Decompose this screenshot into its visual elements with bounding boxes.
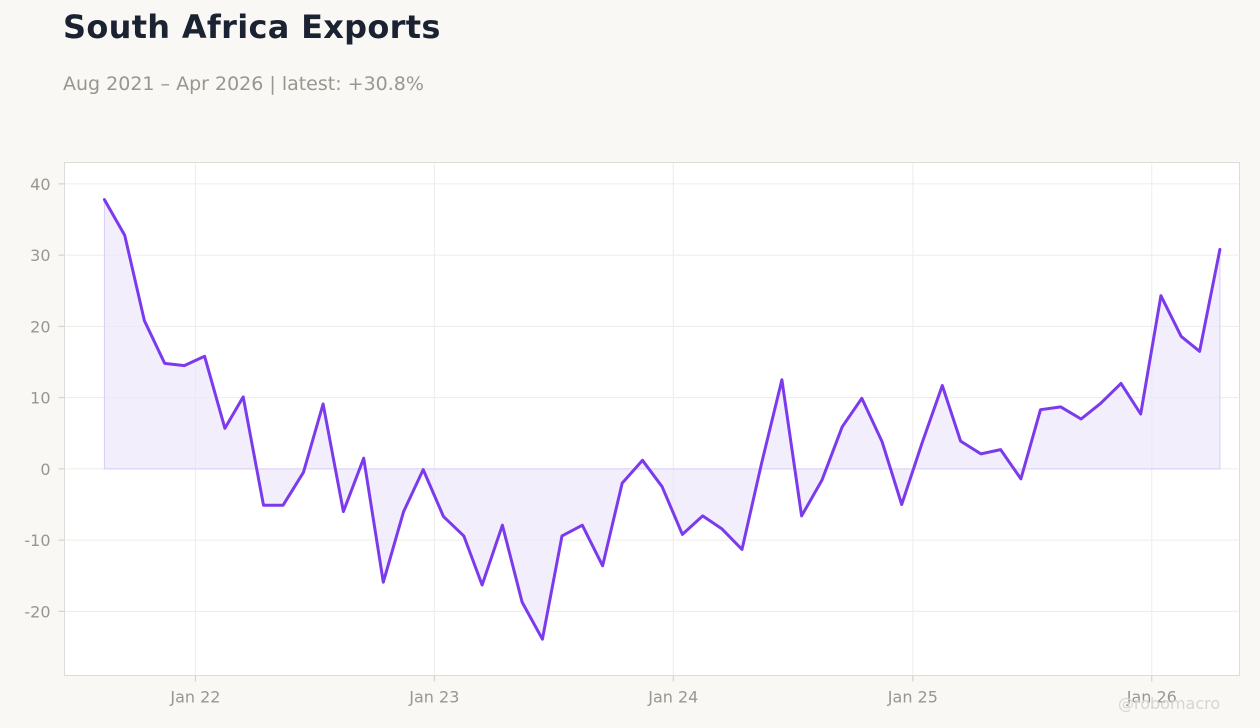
data-point — [282, 504, 285, 507]
chart-subtitle: Aug 2021 – Apr 2026 | latest: +30.8% — [63, 73, 424, 95]
x-tick-label: Jan 25 — [887, 688, 938, 707]
data-point — [103, 198, 106, 201]
x-tick-label: Jan 24 — [647, 688, 698, 707]
y-tick-label: 40 — [30, 175, 50, 194]
data-point — [242, 395, 245, 398]
data-point — [681, 533, 684, 536]
data-point — [1080, 418, 1083, 421]
data-point — [561, 534, 564, 537]
data-point — [860, 397, 863, 400]
data-point — [1019, 477, 1022, 480]
y-axis-ticks: 40 30 20 10 0 -10 -20 — [24, 175, 65, 621]
data-point — [342, 510, 345, 513]
data-point — [422, 468, 425, 471]
data-point — [1059, 405, 1062, 408]
data-point — [661, 485, 664, 488]
data-point — [1099, 402, 1102, 405]
data-point — [123, 234, 126, 237]
y-tick-label: 30 — [30, 246, 50, 265]
data-point — [720, 527, 723, 530]
data-point — [979, 452, 982, 455]
data-point — [302, 471, 305, 474]
data-point — [521, 601, 524, 604]
data-point — [741, 548, 744, 551]
data-point — [223, 427, 226, 430]
data-point — [921, 442, 924, 445]
data-point — [800, 514, 803, 517]
data-point — [581, 524, 584, 527]
data-point — [1198, 350, 1201, 353]
data-point — [701, 514, 704, 517]
y-tick-label: 10 — [30, 389, 50, 408]
y-tick-label: -10 — [24, 531, 50, 550]
data-point — [601, 564, 604, 567]
data-point — [621, 482, 624, 485]
data-point — [163, 362, 166, 365]
data-point — [1139, 413, 1142, 416]
data-point — [402, 510, 405, 513]
x-tick-label: Jan 26 — [1126, 688, 1177, 707]
data-point — [641, 459, 644, 462]
x-axis-ticks: Jan 22 Jan 23 Jan 24 Jan 25 Jan 26 — [169, 675, 1177, 707]
data-point — [382, 581, 385, 584]
data-point — [1180, 335, 1183, 338]
data-point — [462, 534, 465, 537]
data-point — [322, 403, 325, 406]
y-tick-label: -20 — [24, 602, 50, 621]
data-point — [881, 440, 884, 443]
data-point — [541, 638, 544, 641]
watermark: @robomacro — [1118, 694, 1221, 713]
data-point — [143, 319, 146, 322]
data-point — [941, 384, 944, 387]
data-point — [841, 425, 844, 428]
data-point — [442, 515, 445, 518]
data-point — [183, 364, 186, 367]
data-point — [501, 524, 504, 527]
data-point — [959, 440, 962, 443]
x-tick-label: Jan 22 — [169, 688, 220, 707]
data-point — [1159, 294, 1162, 297]
chart-title: South Africa Exports — [63, 8, 441, 46]
y-tick-label: 0 — [40, 460, 50, 479]
y-tick-label: 20 — [30, 317, 50, 336]
data-point — [203, 355, 206, 358]
data-point — [1120, 382, 1123, 385]
x-tick-label: Jan 23 — [408, 688, 459, 707]
data-point — [481, 584, 484, 587]
data-point — [1039, 408, 1042, 411]
data-point — [760, 462, 763, 465]
data-point — [900, 503, 903, 506]
data-point — [1218, 248, 1221, 251]
data-point — [262, 504, 265, 507]
data-point — [780, 378, 783, 381]
data-point — [999, 448, 1002, 451]
data-point — [362, 457, 365, 460]
series-line — [102, 198, 1222, 641]
data-point — [820, 479, 823, 482]
